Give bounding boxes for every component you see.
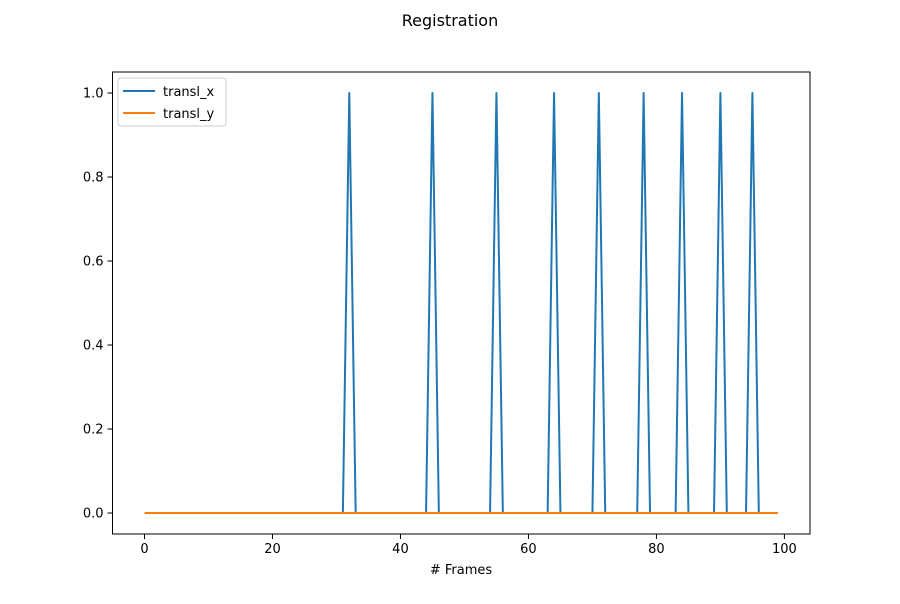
series-layer	[144, 92, 778, 514]
x-tick-label: 100	[772, 542, 797, 557]
y-tick-label: 0.0	[83, 507, 104, 522]
x-tick-label: 80	[648, 542, 665, 557]
x-axis-ticks: 0 20 40 60 80 100	[140, 534, 797, 557]
x-tick-label: 40	[392, 542, 409, 557]
legend-label-transl-y: transl_y	[163, 107, 215, 122]
x-tick-label: 0	[140, 542, 148, 557]
x-tick-label: 20	[264, 542, 281, 557]
y-tick-label: 0.8	[83, 171, 104, 186]
legend-label-transl-x: transl_x	[163, 85, 215, 100]
y-axis-ticks: 0.0 0.2 0.4 0.6 0.8 1.0	[83, 87, 113, 522]
chart-title: Registration	[402, 11, 498, 30]
y-tick-label: 0.6	[83, 255, 104, 270]
y-tick-label: 0.4	[83, 339, 104, 354]
plot-area	[112, 71, 811, 535]
y-tick-label: 0.2	[83, 423, 104, 438]
legend: transl_x transl_y	[117, 77, 227, 127]
x-axis-label: # Frames	[430, 563, 493, 578]
y-tick-label: 1.0	[83, 87, 104, 102]
x-tick-label: 60	[520, 542, 537, 557]
